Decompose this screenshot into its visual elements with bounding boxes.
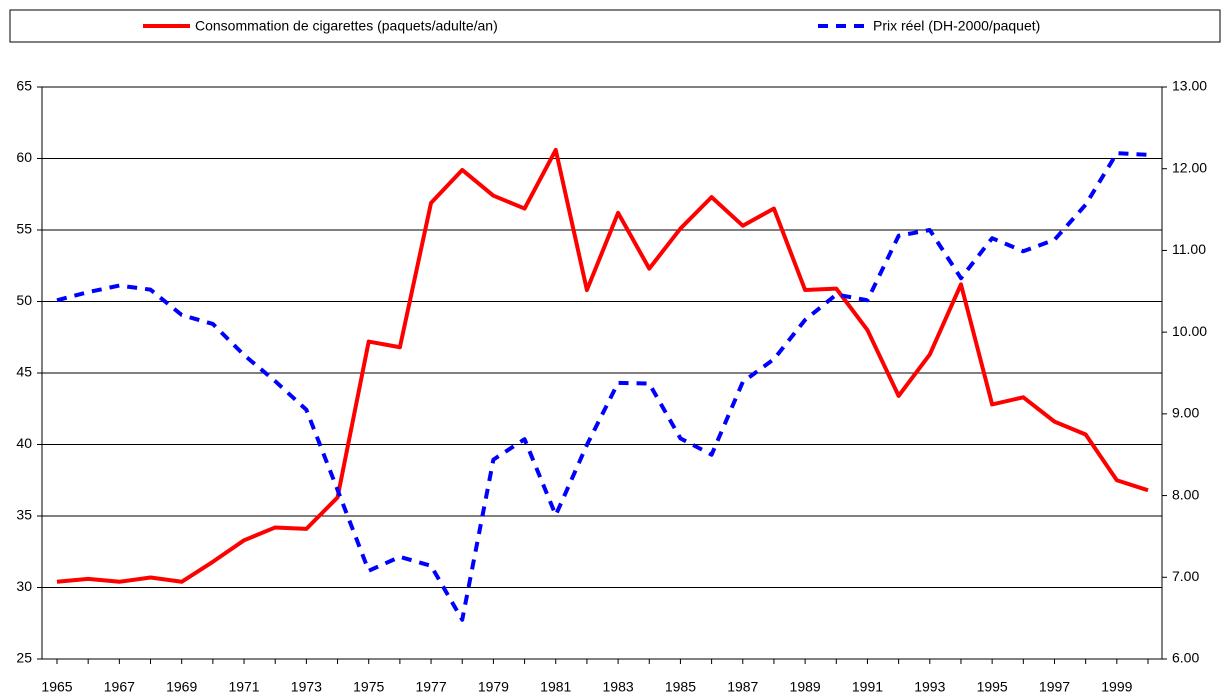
x-tick-label: 1981 <box>540 679 571 695</box>
y-tick-label: 40 <box>16 435 32 451</box>
x-tick-label: 1987 <box>727 679 758 695</box>
legend-label: Prix réel (DH-2000/paquet) <box>873 18 1040 34</box>
y2-tick-label: 11.00 <box>1172 241 1206 257</box>
x-tick-label: 1989 <box>790 679 821 695</box>
x-tick-label: 1977 <box>415 679 446 695</box>
y2-tick-label: 12.00 <box>1172 159 1207 175</box>
y2-tick-label: 13.00 <box>1172 78 1207 94</box>
x-tick-label: 1971 <box>228 679 259 695</box>
y-tick-label: 25 <box>16 650 32 666</box>
x-tick-label: 1969 <box>166 679 197 695</box>
y-tick-label: 50 <box>16 292 32 308</box>
x-tick-label: 1983 <box>603 679 634 695</box>
x-tick-label: 1975 <box>353 679 384 695</box>
x-tick-label: 1979 <box>478 679 509 695</box>
y-tick-label: 45 <box>16 364 32 380</box>
series-line <box>56 151 1149 622</box>
y-tick-label: 60 <box>16 149 32 165</box>
y-tick-label: 30 <box>16 578 32 594</box>
legend-box <box>9 9 1221 43</box>
series-line <box>56 147 1149 584</box>
x-tick-label: 1991 <box>852 679 883 695</box>
y2-tick-label: 6.00 <box>1172 650 1199 666</box>
x-tick-label: 1997 <box>1039 679 1070 695</box>
x-tick-label: 1985 <box>665 679 696 695</box>
x-tick-label: 1967 <box>104 679 135 695</box>
x-tick-label: 1995 <box>977 679 1008 695</box>
x-tick-label: 1973 <box>291 679 322 695</box>
legend-label: Consommation de cigarettes (paquets/adul… <box>195 18 498 34</box>
y-tick-label: 35 <box>16 507 32 523</box>
y2-tick-label: 7.00 <box>1172 568 1199 584</box>
x-tick-label: 1999 <box>1101 679 1132 695</box>
x-tick-label: 1993 <box>914 679 945 695</box>
y-tick-label: 55 <box>16 221 32 237</box>
y2-tick-label: 9.00 <box>1172 405 1199 421</box>
y2-tick-label: 8.00 <box>1172 486 1199 502</box>
x-tick-label: 1965 <box>41 679 72 695</box>
y-tick-label: 65 <box>16 78 32 94</box>
y2-tick-label: 10.00 <box>1172 323 1207 339</box>
